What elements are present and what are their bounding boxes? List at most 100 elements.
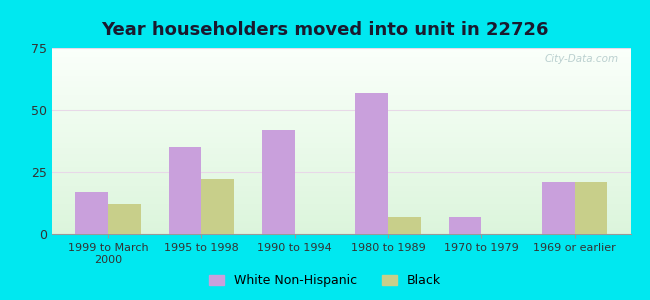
Bar <box>52 132 630 134</box>
Bar <box>52 50 630 52</box>
Bar <box>52 158 630 160</box>
Bar <box>52 167 630 169</box>
Bar <box>52 221 630 223</box>
Bar <box>52 228 630 230</box>
Bar <box>52 59 630 61</box>
Bar <box>52 98 630 100</box>
Bar <box>52 171 630 172</box>
Bar <box>52 230 630 232</box>
Bar <box>52 232 630 234</box>
Bar <box>52 204 630 206</box>
Bar <box>52 199 630 200</box>
Bar <box>52 110 630 111</box>
Bar <box>52 143 630 145</box>
Bar <box>52 100 630 102</box>
Bar <box>52 52 630 54</box>
Bar <box>52 175 630 176</box>
Bar <box>388 217 421 234</box>
Bar <box>52 223 630 225</box>
Bar <box>52 94 630 96</box>
Bar <box>52 68 630 70</box>
Bar <box>52 134 630 135</box>
Text: Year householders moved into unit in 22726: Year householders moved into unit in 227… <box>101 21 549 39</box>
Bar <box>52 93 630 94</box>
Bar <box>52 210 630 212</box>
Bar <box>52 113 630 115</box>
Bar <box>52 148 630 150</box>
Text: City-Data.com: City-Data.com <box>545 54 619 64</box>
Bar <box>52 80 630 82</box>
Bar <box>52 61 630 63</box>
Bar <box>52 217 630 219</box>
Bar <box>52 191 630 193</box>
Bar <box>52 156 630 158</box>
Bar <box>52 154 630 156</box>
Bar <box>52 87 630 89</box>
Bar <box>52 107 630 110</box>
Bar <box>52 72 630 74</box>
Bar <box>52 106 630 107</box>
Bar <box>52 208 630 210</box>
Bar <box>52 150 630 152</box>
Bar <box>52 176 630 178</box>
Bar <box>52 169 630 171</box>
Bar <box>52 63 630 65</box>
Bar <box>52 115 630 117</box>
Bar <box>52 135 630 137</box>
Bar <box>52 161 630 163</box>
Bar <box>52 54 630 56</box>
Bar <box>52 104 630 106</box>
Bar <box>542 182 575 234</box>
Bar <box>52 182 630 184</box>
Bar <box>575 182 607 234</box>
Bar <box>52 160 630 161</box>
Bar <box>52 200 630 202</box>
Bar <box>52 178 630 180</box>
Bar <box>448 217 481 234</box>
Bar <box>52 82 630 83</box>
Bar <box>202 179 234 234</box>
Bar <box>262 130 294 234</box>
Bar <box>52 65 630 67</box>
Bar <box>52 122 630 124</box>
Bar <box>52 219 630 221</box>
Bar <box>52 57 630 59</box>
Bar <box>52 111 630 113</box>
Bar <box>52 121 630 122</box>
Bar <box>52 163 630 165</box>
Bar <box>52 147 630 148</box>
Bar <box>356 93 388 234</box>
Bar <box>52 102 630 104</box>
Bar <box>52 139 630 141</box>
Bar <box>52 85 630 87</box>
Bar <box>52 56 630 57</box>
Bar <box>52 215 630 217</box>
Bar <box>52 188 630 189</box>
Bar <box>52 226 630 228</box>
Legend: White Non-Hispanic, Black: White Non-Hispanic, Black <box>205 270 445 291</box>
Bar <box>52 193 630 195</box>
Bar <box>52 180 630 182</box>
Bar <box>52 145 630 147</box>
Bar <box>52 89 630 91</box>
Bar <box>52 186 630 188</box>
Bar <box>52 67 630 68</box>
Bar <box>52 225 630 226</box>
Bar <box>52 172 630 175</box>
Bar <box>52 74 630 76</box>
Bar <box>52 195 630 197</box>
Bar <box>52 184 630 186</box>
Bar <box>52 212 630 214</box>
Bar <box>52 152 630 154</box>
Bar <box>52 206 630 208</box>
Bar <box>52 202 630 204</box>
Bar <box>52 126 630 128</box>
Bar <box>75 192 108 234</box>
Bar <box>168 147 202 234</box>
Bar <box>52 128 630 130</box>
Bar <box>52 76 630 78</box>
Bar <box>52 130 630 132</box>
Bar <box>52 83 630 85</box>
Bar <box>52 91 630 93</box>
Bar <box>52 78 630 80</box>
